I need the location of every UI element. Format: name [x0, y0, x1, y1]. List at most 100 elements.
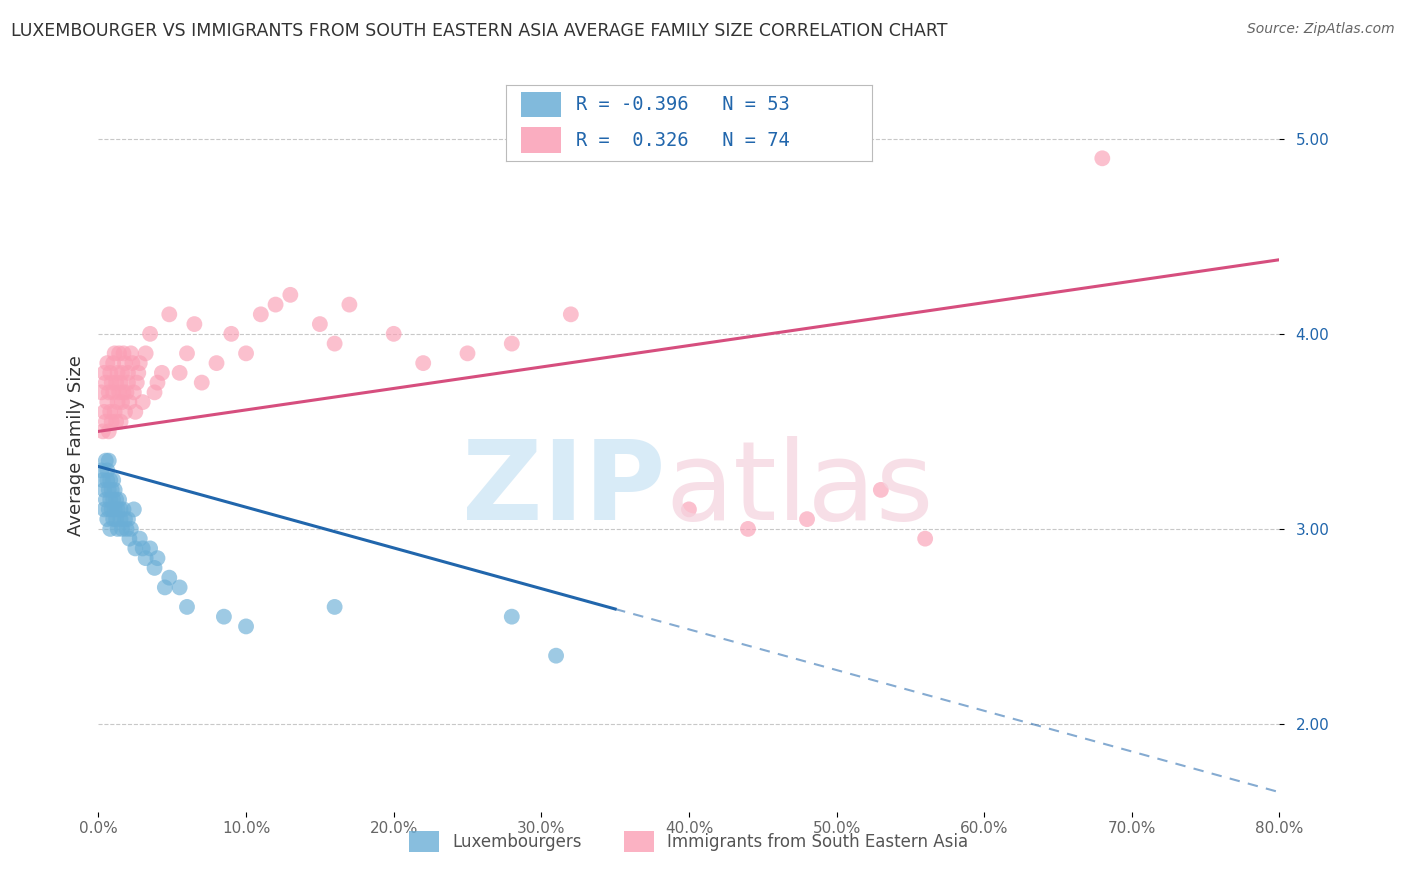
Point: [112, 346, 135, 360]
Point: [546, 648, 568, 663]
Point: [191, 376, 214, 390]
Text: Source: ZipAtlas.com: Source: ZipAtlas.com: [1247, 22, 1395, 37]
Point: [132, 541, 155, 556]
Point: [94, 415, 117, 429]
Point: [93, 405, 115, 419]
Point: [128, 532, 150, 546]
Point: [94, 376, 117, 390]
Point: [104, 405, 127, 419]
Point: [221, 326, 243, 341]
Point: [98, 366, 121, 380]
Point: [870, 483, 893, 497]
Point: [112, 385, 135, 400]
Point: [96, 356, 118, 370]
Point: [98, 522, 121, 536]
Point: [111, 522, 134, 536]
Point: [96, 463, 118, 477]
Point: [125, 376, 148, 390]
Point: [110, 502, 132, 516]
Point: [110, 512, 132, 526]
Point: [112, 502, 135, 516]
Point: [205, 356, 228, 370]
Point: [105, 415, 128, 429]
Point: [150, 366, 173, 380]
Point: [105, 492, 128, 507]
Point: [235, 619, 257, 633]
Point: [93, 483, 115, 497]
Point: [118, 395, 141, 409]
Point: [501, 336, 523, 351]
Point: [104, 502, 127, 516]
Point: [157, 307, 180, 321]
Point: [143, 561, 166, 575]
Point: [103, 512, 125, 526]
Point: [107, 522, 129, 536]
Point: [93, 366, 115, 380]
Point: [90, 463, 112, 477]
Point: [97, 385, 120, 400]
Point: [105, 376, 128, 390]
Point: [96, 395, 118, 409]
Point: [135, 551, 157, 566]
Point: [97, 453, 120, 467]
Point: [107, 502, 129, 516]
Point: [120, 346, 142, 360]
Point: [108, 346, 131, 360]
Point: [100, 376, 122, 390]
Point: [117, 512, 139, 526]
Point: [157, 571, 180, 585]
Point: [108, 385, 131, 400]
Point: [111, 395, 134, 409]
Point: [118, 532, 141, 546]
Point: [122, 385, 145, 400]
Y-axis label: Average Family Size: Average Family Size: [66, 356, 84, 536]
Point: [98, 473, 121, 487]
Point: [100, 415, 122, 429]
Point: [139, 541, 162, 556]
Point: [103, 492, 125, 507]
Point: [127, 366, 149, 380]
Point: [124, 541, 146, 556]
Point: [107, 395, 129, 409]
Point: [100, 502, 122, 516]
Point: [114, 512, 136, 526]
Point: [111, 366, 134, 380]
Point: [105, 512, 128, 526]
Text: LUXEMBOURGER VS IMMIGRANTS FROM SOUTH EASTERN ASIA AVERAGE FAMILY SIZE CORRELATI: LUXEMBOURGER VS IMMIGRANTS FROM SOUTH EA…: [11, 22, 948, 40]
Text: ZIP: ZIP: [463, 436, 665, 543]
Point: [212, 609, 235, 624]
Point: [90, 385, 112, 400]
Point: [501, 609, 523, 624]
Text: R = -0.396   N = 53: R = -0.396 N = 53: [575, 95, 789, 114]
Point: [153, 581, 176, 595]
Point: [94, 453, 117, 467]
Point: [103, 473, 125, 487]
Point: [678, 502, 700, 516]
Point: [796, 512, 818, 526]
Point: [146, 551, 169, 566]
Point: [176, 599, 198, 614]
Point: [323, 336, 346, 351]
Point: [560, 307, 582, 321]
Point: [93, 502, 115, 516]
Text: R =  0.326   N = 74: R = 0.326 N = 74: [575, 130, 789, 150]
Point: [128, 356, 150, 370]
Point: [914, 532, 936, 546]
Point: [96, 473, 118, 487]
Point: [457, 346, 479, 360]
Point: [135, 346, 157, 360]
Point: [132, 395, 155, 409]
Point: [98, 405, 121, 419]
Point: [98, 492, 121, 507]
Point: [121, 356, 143, 370]
Point: [96, 512, 118, 526]
Point: [97, 502, 120, 516]
Point: [104, 346, 127, 360]
Point: [169, 581, 191, 595]
Point: [737, 522, 759, 536]
Point: [114, 356, 136, 370]
Point: [91, 425, 114, 439]
Point: [97, 483, 120, 497]
Point: [122, 502, 145, 516]
Point: [250, 307, 273, 321]
